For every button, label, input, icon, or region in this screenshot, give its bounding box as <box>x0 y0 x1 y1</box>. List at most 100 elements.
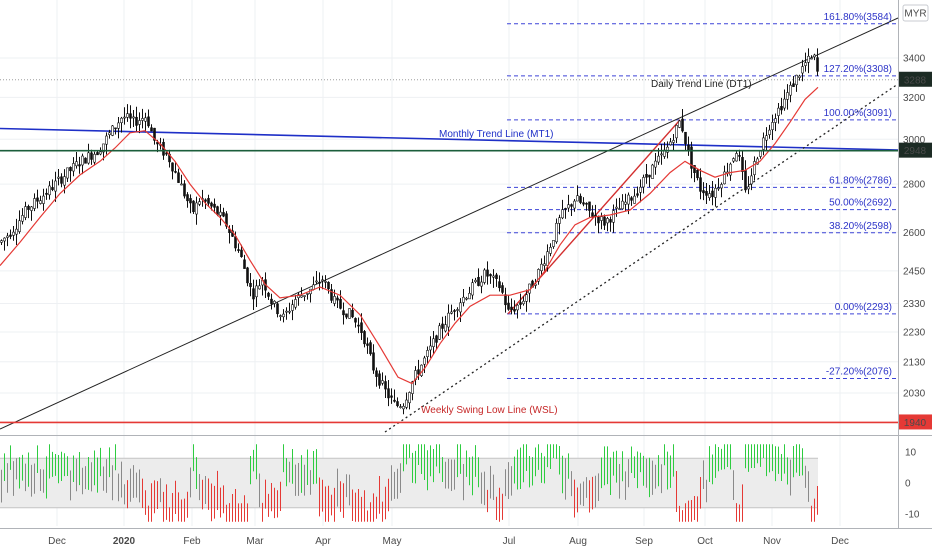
candle-body <box>384 381 387 390</box>
candle-body <box>393 399 396 402</box>
candle-body <box>252 288 255 300</box>
candle-body <box>735 153 738 162</box>
price-tick-label: 2800 <box>903 180 926 191</box>
candle-body <box>69 166 72 172</box>
candle-body <box>537 269 540 282</box>
candle-body <box>519 302 522 305</box>
candle-body <box>210 202 213 207</box>
candle-body <box>75 161 78 167</box>
candle-body <box>678 120 681 128</box>
candle-body <box>687 144 690 151</box>
candle-body <box>588 201 591 211</box>
fib-level-label: -27.20%(2076) <box>826 366 892 377</box>
candle-body <box>708 193 711 198</box>
candle-body <box>696 169 699 179</box>
candle-body <box>627 194 630 205</box>
candle-body <box>777 107 780 116</box>
candles <box>0 48 819 415</box>
candle-body <box>423 357 426 365</box>
candle-body <box>375 370 378 377</box>
candle-body <box>495 274 498 280</box>
candle-body <box>525 294 528 302</box>
candle-body <box>603 216 606 226</box>
candle-body <box>33 198 36 209</box>
candle-body <box>378 373 381 386</box>
candle-body <box>405 399 408 408</box>
candle-body <box>804 62 807 66</box>
candle-body <box>723 171 726 185</box>
candle-body <box>327 281 330 290</box>
candle-body <box>459 302 462 313</box>
candle-body <box>510 306 513 311</box>
candle-body <box>84 157 87 164</box>
candle-body <box>744 170 747 191</box>
candle-body <box>747 186 750 190</box>
price-badge <box>899 71 932 87</box>
candle-body <box>300 295 303 298</box>
candle-body <box>813 54 816 58</box>
candle-body <box>114 127 117 130</box>
candle-body <box>699 177 702 192</box>
candle-body <box>630 197 633 201</box>
candle-body <box>477 276 480 286</box>
candle-body <box>357 324 360 327</box>
candle-body <box>711 190 714 198</box>
candle-body <box>516 304 519 311</box>
candle-body <box>489 274 492 277</box>
candle-body <box>105 135 108 145</box>
candle-body <box>543 263 546 266</box>
candle-body <box>111 125 114 136</box>
candle-body <box>282 313 285 318</box>
price-badge <box>899 414 932 430</box>
candle-body <box>555 222 558 243</box>
candle-body <box>78 164 81 167</box>
candle-body <box>492 275 495 278</box>
candle-body <box>330 289 333 301</box>
candle-body <box>147 116 150 127</box>
candle-body <box>750 175 753 185</box>
price-badge-label: 2948 <box>904 146 927 157</box>
candle-body <box>171 162 174 172</box>
candle-body <box>279 315 282 317</box>
candle-body <box>135 116 138 126</box>
candle-body <box>66 167 69 179</box>
candle-body <box>351 309 354 318</box>
candle-body <box>246 267 249 284</box>
candle-body <box>552 240 555 247</box>
candle-body <box>774 118 777 123</box>
candle-body <box>285 310 288 313</box>
candle-body <box>633 195 636 204</box>
candle-body <box>441 323 444 329</box>
candle-body <box>6 235 9 238</box>
candle-body <box>306 293 309 295</box>
oscillator-tick-label: -10 <box>905 510 920 521</box>
candle-body <box>60 176 63 184</box>
candle-body <box>438 325 441 340</box>
candle-body <box>165 152 168 155</box>
candle-body <box>291 304 294 311</box>
candle-body <box>666 146 669 153</box>
candle-body <box>129 113 132 119</box>
candle-body <box>102 143 105 153</box>
candle-body <box>117 122 120 129</box>
candle-body <box>243 259 246 269</box>
trend-lines <box>0 17 899 433</box>
candle-body <box>474 279 477 283</box>
candle-body <box>174 171 177 173</box>
candle-body <box>51 187 54 190</box>
time-axis: Dec 2020 Feb Mar Apr May Jul Aug Sep Oct Nov Dec <box>48 536 849 547</box>
candle-body <box>399 406 402 408</box>
fib-level-label: 38.20%(2598) <box>829 221 892 232</box>
candle-body <box>63 176 66 186</box>
candle-body <box>96 152 99 156</box>
candle-body <box>624 201 627 205</box>
candle-body <box>381 380 384 384</box>
candle-body <box>432 338 435 347</box>
candle-body <box>447 312 450 328</box>
candle-body <box>705 191 708 196</box>
candle-body <box>186 194 189 202</box>
candle-body <box>402 406 405 410</box>
candle-body <box>597 216 600 224</box>
